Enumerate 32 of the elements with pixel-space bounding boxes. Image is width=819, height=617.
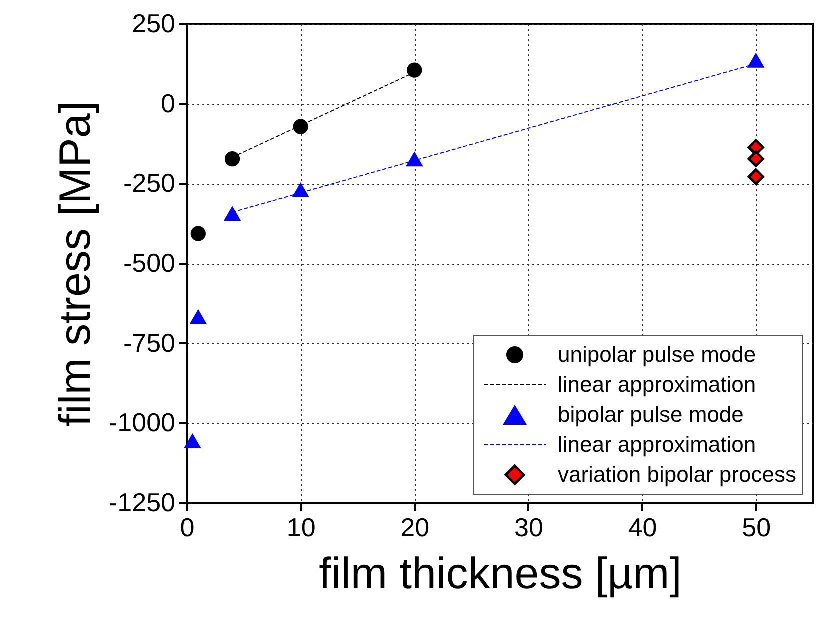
- y-tick-label: -250: [123, 168, 176, 198]
- x-tick-label: 50: [742, 512, 772, 542]
- point: [748, 168, 764, 186]
- point: [292, 182, 310, 198]
- point: [190, 309, 208, 324]
- x-tick-label: 30: [514, 512, 544, 542]
- legend-label: linear approximation: [558, 371, 756, 399]
- x-tick-label: 40: [628, 512, 658, 542]
- y-tick-label: 0: [161, 88, 176, 118]
- x-tick-label: 0: [180, 512, 195, 542]
- legend-label: unipolar pulse mode: [558, 341, 756, 369]
- y-tick-label: -750: [123, 328, 176, 358]
- x-tick-label: 20: [400, 512, 430, 542]
- y-axis-title: film stress [MPa]: [51, 101, 100, 427]
- legend-label: variation bipolar process: [558, 461, 796, 489]
- legend-label: bipolar pulse mode: [558, 401, 744, 429]
- y-tick-label: -1000: [109, 408, 176, 438]
- x-tick-label: 10: [286, 512, 316, 542]
- point: [184, 434, 202, 449]
- point: [406, 152, 424, 167]
- y-tick-label: 250: [132, 8, 176, 38]
- point: [747, 52, 765, 68]
- point: [224, 206, 242, 222]
- x-axis-title: film thickness [µm]: [319, 550, 682, 598]
- y-tick-label: -500: [123, 248, 176, 278]
- y-tick-label: -1250: [109, 488, 176, 518]
- point: [293, 119, 308, 134]
- point: [224, 152, 240, 167]
- point: [407, 62, 422, 78]
- point: [190, 226, 206, 242]
- point: [748, 150, 764, 168]
- legend-label: linear approximation: [558, 431, 756, 459]
